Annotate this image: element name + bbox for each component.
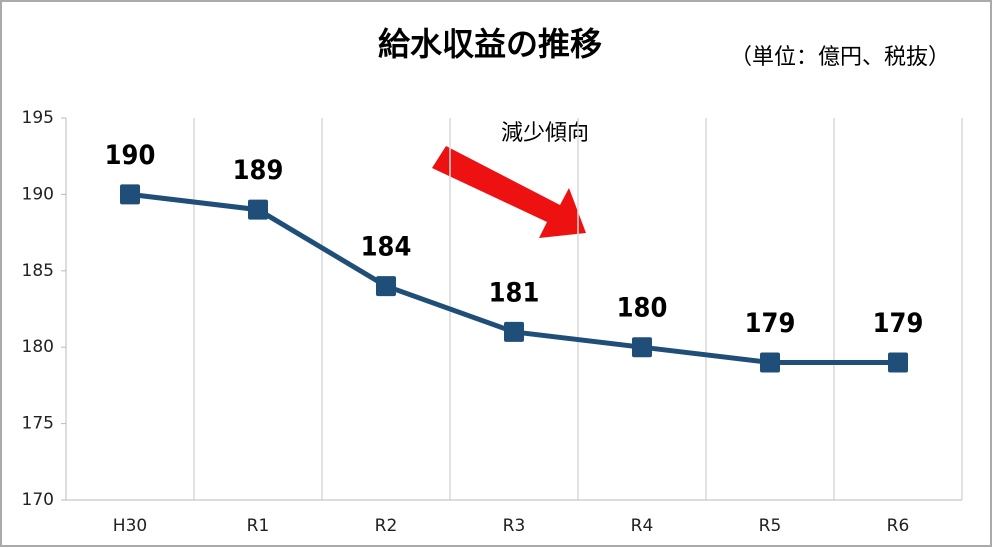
trend-arrow xyxy=(432,146,586,238)
data-label: 184 xyxy=(361,232,412,263)
data-point xyxy=(760,352,780,373)
data-label: 180 xyxy=(617,293,668,324)
x-tick-label: R6 xyxy=(887,516,910,536)
chart-subtitle: （単位：億円、税抜） xyxy=(730,45,950,70)
data-point xyxy=(632,337,652,358)
data-label: 189 xyxy=(233,155,284,186)
data-label: 179 xyxy=(873,308,924,339)
x-tick-label: R2 xyxy=(375,516,398,536)
x-tick-label: R5 xyxy=(759,516,782,536)
data-label: 181 xyxy=(489,277,540,308)
x-tick-label: H30 xyxy=(113,516,147,536)
data-point xyxy=(376,276,396,297)
data-point xyxy=(120,184,140,205)
x-tick-label: R1 xyxy=(247,516,270,536)
y-tick-label: 190 xyxy=(22,184,54,204)
data-label: 179 xyxy=(745,308,796,339)
y-tick-label: 185 xyxy=(22,261,54,281)
y-tick-label: 195 xyxy=(22,108,54,128)
data-point xyxy=(888,352,908,373)
data-point xyxy=(248,199,268,220)
y-tick-label: 175 xyxy=(22,414,54,434)
annotation: 減少傾向 xyxy=(501,121,589,146)
x-tick-label: R3 xyxy=(503,516,526,536)
chart-title: 給水収益の推移 xyxy=(378,25,602,63)
x-tick-label: R4 xyxy=(631,516,654,536)
data-point xyxy=(504,321,524,342)
data-label: 190 xyxy=(105,140,156,171)
y-tick-label: 170 xyxy=(22,490,54,510)
y-tick-label: 180 xyxy=(22,337,54,357)
